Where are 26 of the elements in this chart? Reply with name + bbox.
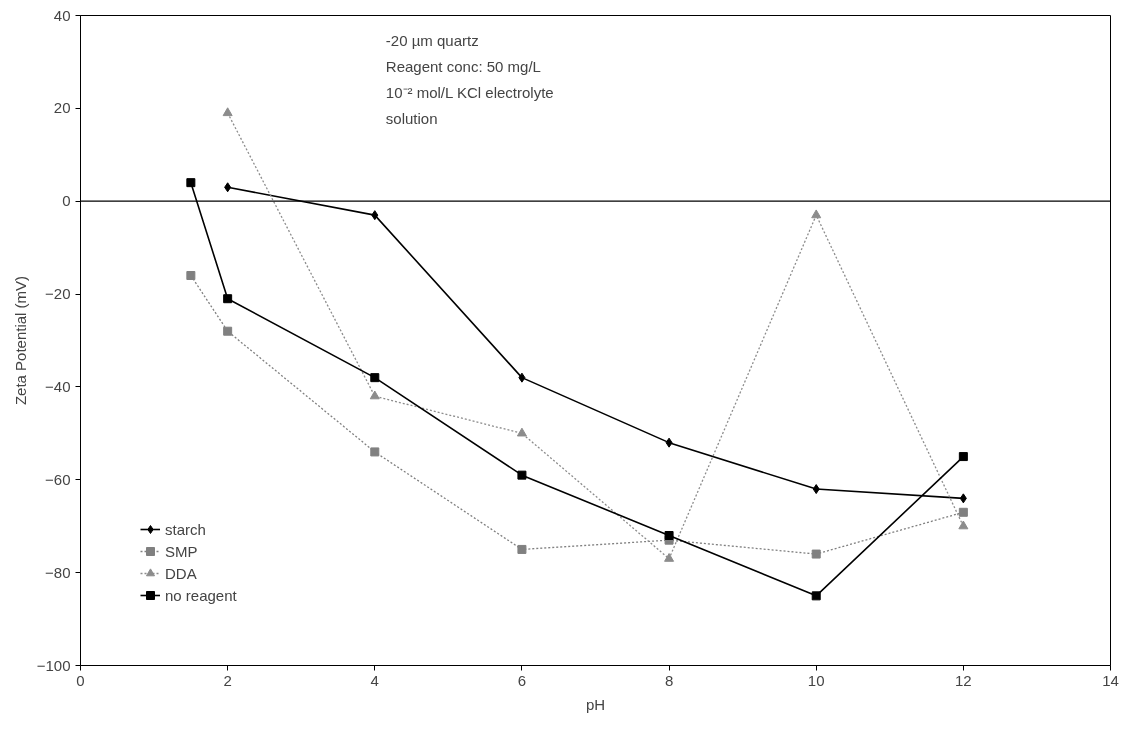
x-tick-label: 12 [955,671,972,689]
y-tick-label: 0 [62,192,71,210]
y-tick-label: −40 [45,377,71,395]
y-axis-title: Zeta Potential (mV) [11,275,29,406]
y-tick-label: −20 [45,285,71,303]
x-tick-label: 4 [370,671,379,689]
legend-label: starch [165,520,206,538]
x-tick-label: 14 [1102,671,1119,689]
legend-label: DDA [165,564,197,582]
legend-label: SMP [165,542,198,560]
x-axis-title: pH [585,695,606,713]
annotation: -20 µm quartz [385,31,479,49]
annotation: Reagent conc: 50 mg/L [385,57,541,75]
x-tick-label: 6 [517,671,527,689]
y-tick-label: −100 [36,656,71,674]
x-tick-label: 10 [807,671,825,689]
x-tick-label: 8 [664,671,674,689]
y-tick-label: 20 [53,99,71,117]
y-tick-label: 40 [53,6,71,24]
legend-label: no reagent [165,586,237,604]
y-tick-label: −60 [45,470,71,488]
annotation: 10⁻² mol/L KCl electrolyte [385,83,554,101]
x-tick-label: 0 [76,671,85,689]
y-tick-label: −80 [45,563,71,581]
x-tick-label: 2 [223,671,232,689]
annotation: solution [385,109,438,127]
